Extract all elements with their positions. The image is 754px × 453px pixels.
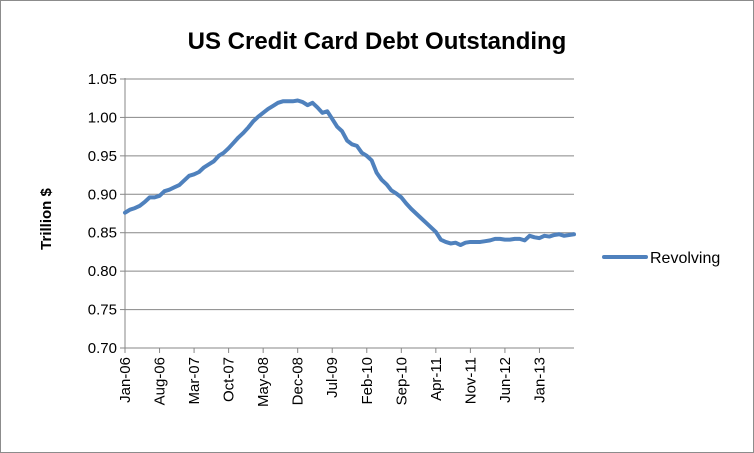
y-tick-label-7: 1.05 bbox=[88, 71, 117, 88]
legend: Revolving bbox=[602, 250, 720, 267]
x-tick-label-4: May-08 bbox=[255, 357, 272, 407]
y-axis-title: Trillion $ bbox=[38, 188, 55, 250]
series-layer bbox=[123, 98, 576, 248]
x-tick-label-0: Jan-06 bbox=[117, 357, 134, 403]
y-tick-label-2: 0.80 bbox=[88, 263, 117, 280]
x-tick-label-11: Jun-12 bbox=[497, 357, 514, 403]
x-tick-label-8: Sep-10 bbox=[393, 357, 410, 405]
gridlines bbox=[125, 78, 574, 311]
axes: 0.70 0.75 0.80 0.85 0.90 0.95 1.00 1.05 Jan-06 Au… bbox=[88, 71, 574, 407]
y-tick-label-0: 0.70 bbox=[88, 340, 117, 357]
y-tick-label-3: 0.85 bbox=[88, 225, 117, 242]
y-tick-label-4: 0.90 bbox=[88, 186, 117, 203]
series-line-revolving bbox=[123, 98, 576, 248]
x-tick-label-3: Oct-07 bbox=[221, 357, 238, 402]
x-tick-label-12: Jan-13 bbox=[531, 357, 548, 403]
chart-title: US Credit Card Debt Outstanding bbox=[188, 28, 567, 55]
x-tick-label-9: Apr-11 bbox=[428, 357, 445, 401]
y-tick-label-6: 1.00 bbox=[88, 109, 117, 126]
legend-label-revolving: Revolving bbox=[650, 250, 720, 267]
y-tick-label-5: 0.95 bbox=[88, 148, 117, 165]
y-tick-label-1: 0.75 bbox=[88, 302, 117, 319]
x-tick-label-6: Jul-09 bbox=[324, 357, 341, 398]
x-tick-label-2: Mar-07 bbox=[186, 357, 203, 405]
x-tick-label-10: Nov-11 bbox=[462, 357, 479, 404]
x-tick-label-5: Dec-08 bbox=[290, 357, 307, 405]
x-tick-label-1: Aug-06 bbox=[152, 357, 169, 405]
x-tick-label-7: Feb-10 bbox=[359, 357, 376, 405]
